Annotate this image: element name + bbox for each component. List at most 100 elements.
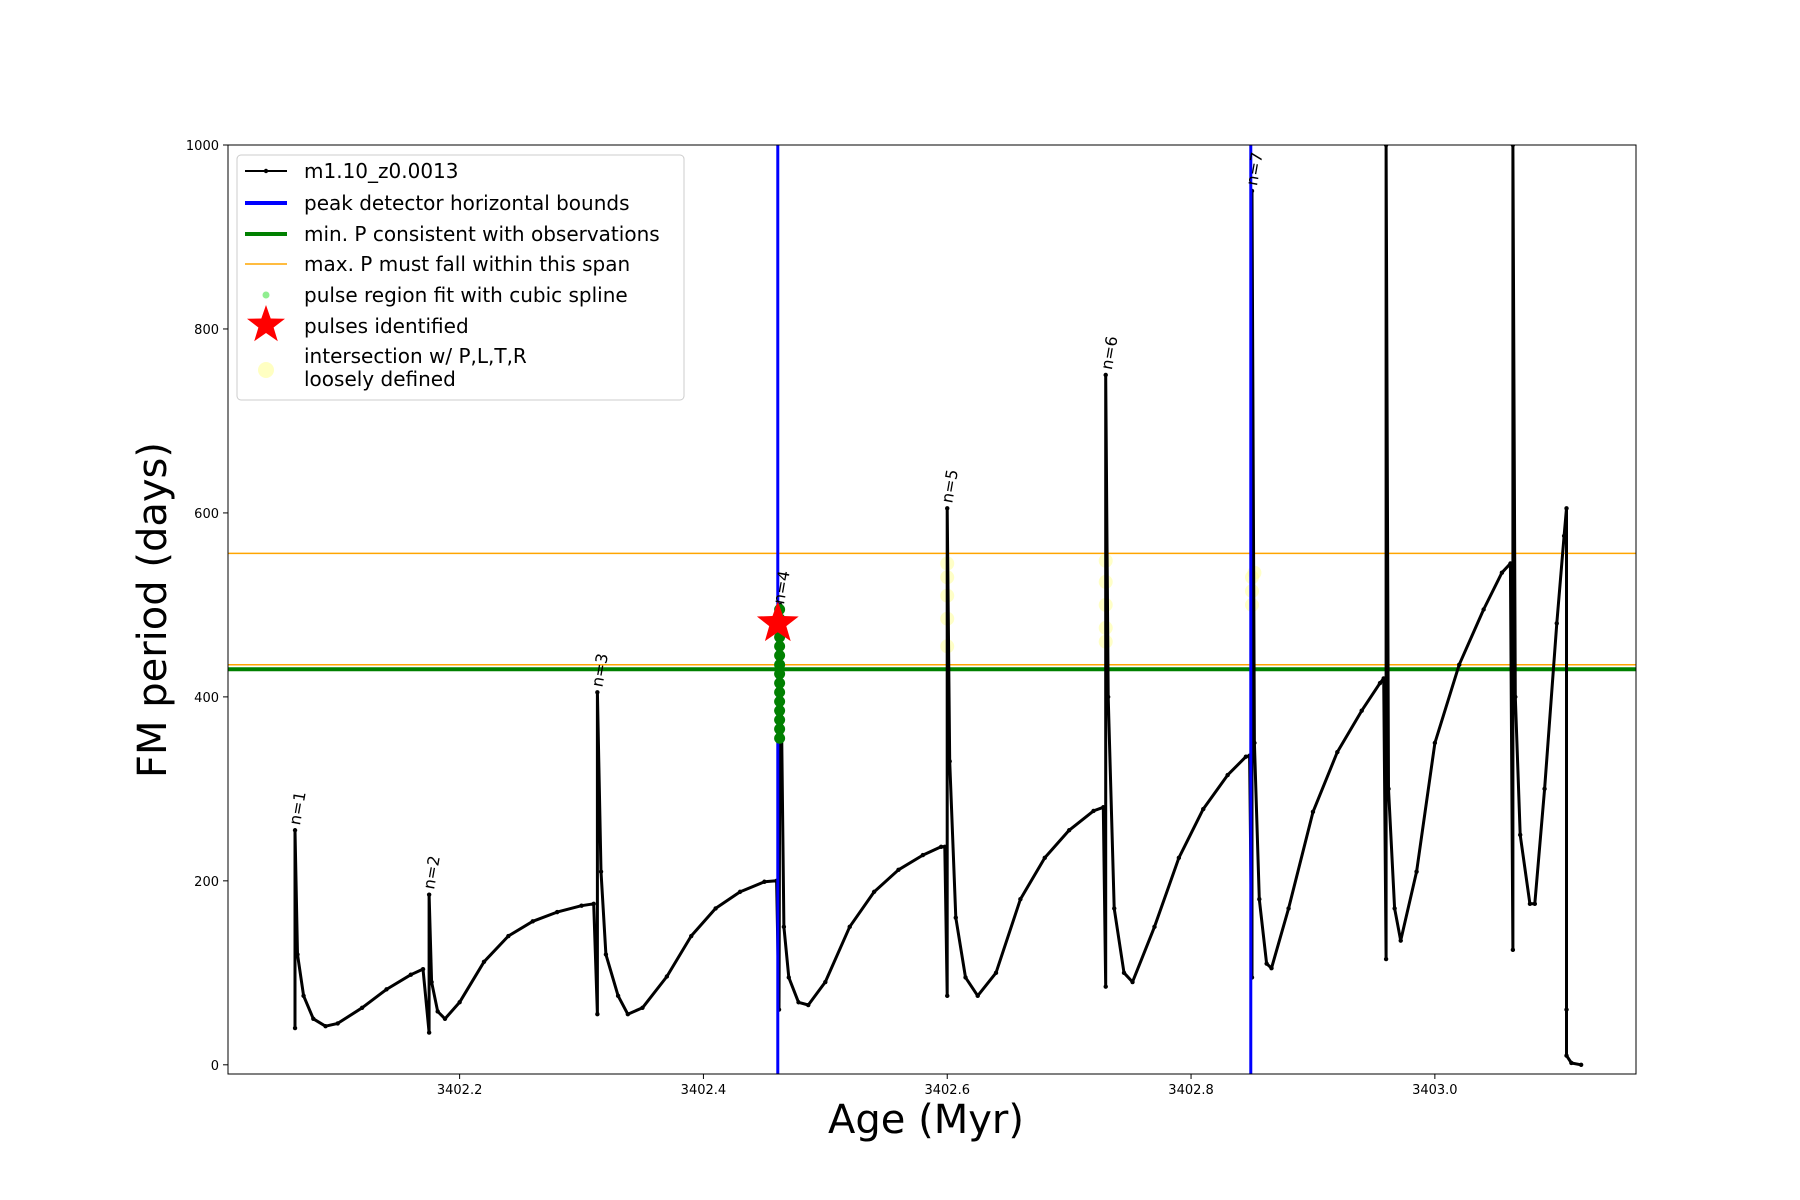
pulse-annotation-2: n=2: [419, 854, 444, 891]
series-point-1-11: [420, 966, 426, 972]
legend-line-marker: [263, 168, 269, 174]
series-point-1-86: [1383, 956, 1389, 962]
legend-label-pulses: pulses identified: [304, 314, 469, 338]
series-point-1-107: [1564, 1007, 1569, 1012]
series-point-1-18: [481, 959, 487, 964]
y-tick-label-4: 600: [194, 507, 219, 522]
series-point-1-41: [796, 1000, 801, 1005]
series-point-1-96: [1508, 561, 1513, 566]
series-point-1-67: [1130, 979, 1135, 985]
x-tick-label-1: 3402.2: [437, 1083, 483, 1098]
series-point-1-72: [1243, 754, 1249, 759]
tick-layer: 3402.2 3402.4 3402.6 3402.8 3403.0 0 200 400 600…: [186, 139, 1458, 1098]
series-point-1-49: [942, 844, 947, 850]
series-point-1-83: [1359, 708, 1364, 713]
series-point-1-30: [640, 1005, 645, 1010]
series-point-1-76: [1252, 740, 1257, 746]
spline-point-8: [774, 668, 786, 680]
series-point-1-61: [1101, 805, 1106, 810]
series-point-1-21: [554, 909, 560, 915]
series-point-1-94: [1481, 607, 1486, 612]
series-point-1-69: [1176, 855, 1182, 861]
series-point-1-57: [1018, 897, 1023, 902]
pulse-annotation-6: n=6: [1097, 335, 1122, 372]
pulse-annotation-1: n=1: [285, 790, 310, 827]
plot-frame: [227, 144, 1637, 1075]
series-point-1-46: [896, 867, 901, 873]
y-tick-label-3: 400: [194, 691, 219, 706]
series-point-1-78: [1264, 961, 1269, 966]
series-point-1-105: [1561, 533, 1567, 539]
series-point-1-22: [579, 903, 584, 908]
spline-point-1: [774, 732, 786, 744]
series-point-1-65: [1112, 906, 1117, 911]
series-point-1-10: [408, 972, 414, 977]
series-point-1-8: [359, 1005, 365, 1010]
series-point-1-28: [615, 993, 621, 999]
legend-label-minp: min. P consistent with observations: [304, 222, 660, 246]
y-tick-label-6: 1000: [186, 139, 219, 154]
series-point-1-33: [713, 906, 718, 911]
series-point-1-110: [1578, 1062, 1584, 1068]
series-point-1-16: [442, 1016, 448, 1022]
series-point-1-52: [947, 759, 952, 764]
series-point-1-23: [591, 901, 596, 907]
series-point-1-20: [530, 919, 535, 924]
spline-point-11: [774, 640, 786, 652]
series-point-1-101: [1527, 901, 1533, 907]
series-point-1-43: [823, 979, 828, 985]
series-point-1-98: [1510, 145, 1516, 148]
series-point-1-19: [506, 933, 511, 939]
series-point-1-50: [945, 993, 950, 999]
series-point-1-35: [762, 879, 767, 884]
legend-label-bounds: peak detector horizontal bounds: [304, 191, 630, 215]
legend-pulses-star-icon: [247, 305, 285, 342]
series-point-1-70: [1201, 806, 1206, 812]
series-point-1-31: [664, 974, 670, 979]
series-point-1-12: [426, 1030, 432, 1035]
series-point-1-62: [1103, 984, 1108, 989]
series-point-1-40: [786, 975, 791, 980]
series-point-1-9: [384, 987, 389, 992]
series-point-1-104: [1554, 621, 1559, 626]
series-point-1-106: [1564, 506, 1569, 511]
plot-layer: n=1 n=2 n=3 n=4 n=5 n=6 n=7: [228, 145, 1636, 1074]
series-point-1-93: [1457, 662, 1462, 667]
series-point-1-26: [598, 869, 604, 874]
series-point-1-108: [1564, 1053, 1569, 1058]
legend-label-spline: pulse region fit with cubic spline: [304, 283, 628, 307]
x-tick-label-4: 3402.8: [1168, 1083, 1214, 1098]
series-point-1-15: [435, 1009, 440, 1014]
series-point-1-17: [457, 1000, 462, 1005]
legend-label-maxp: max. P must fall within this span: [304, 252, 630, 276]
series-point-1-100: [1517, 832, 1523, 838]
series-point-1-56: [993, 970, 999, 976]
series-line-1: [293, 145, 1582, 1067]
spline-point-2: [774, 723, 786, 735]
series-point-1-103: [1542, 786, 1547, 792]
series-point-1-34: [737, 889, 743, 895]
spline-point-7: [774, 677, 786, 689]
spline-point-5: [774, 695, 786, 707]
pulse-star-1: [756, 601, 799, 642]
series-point-1-79: [1269, 966, 1274, 971]
legend-spline-swatch: [262, 291, 270, 299]
series-point-1-27: [603, 952, 609, 957]
series-point-1-24: [595, 1012, 600, 1017]
series-point-1-55: [975, 993, 980, 999]
pulse-annotation-3: n=3: [587, 652, 612, 689]
x-tick-label-2: 3402.4: [681, 1083, 727, 1098]
y-tick-label-2: 200: [194, 875, 219, 890]
series-point-1-42: [806, 1002, 811, 1008]
series-point-1-81: [1310, 809, 1316, 815]
series-point-1-25: [595, 690, 600, 695]
spline-point-6: [774, 686, 786, 698]
series-point-1-90: [1398, 938, 1403, 943]
series-point-1-53: [953, 915, 958, 920]
series-point-1-85: [1381, 676, 1386, 681]
legend-label-intersect-line1: intersection w/ P,L,T,R: [304, 344, 527, 368]
y-axis-title: FM period (days): [130, 442, 176, 778]
series-point-1-84: [1377, 680, 1383, 686]
series-point-1-99: [1513, 694, 1518, 700]
